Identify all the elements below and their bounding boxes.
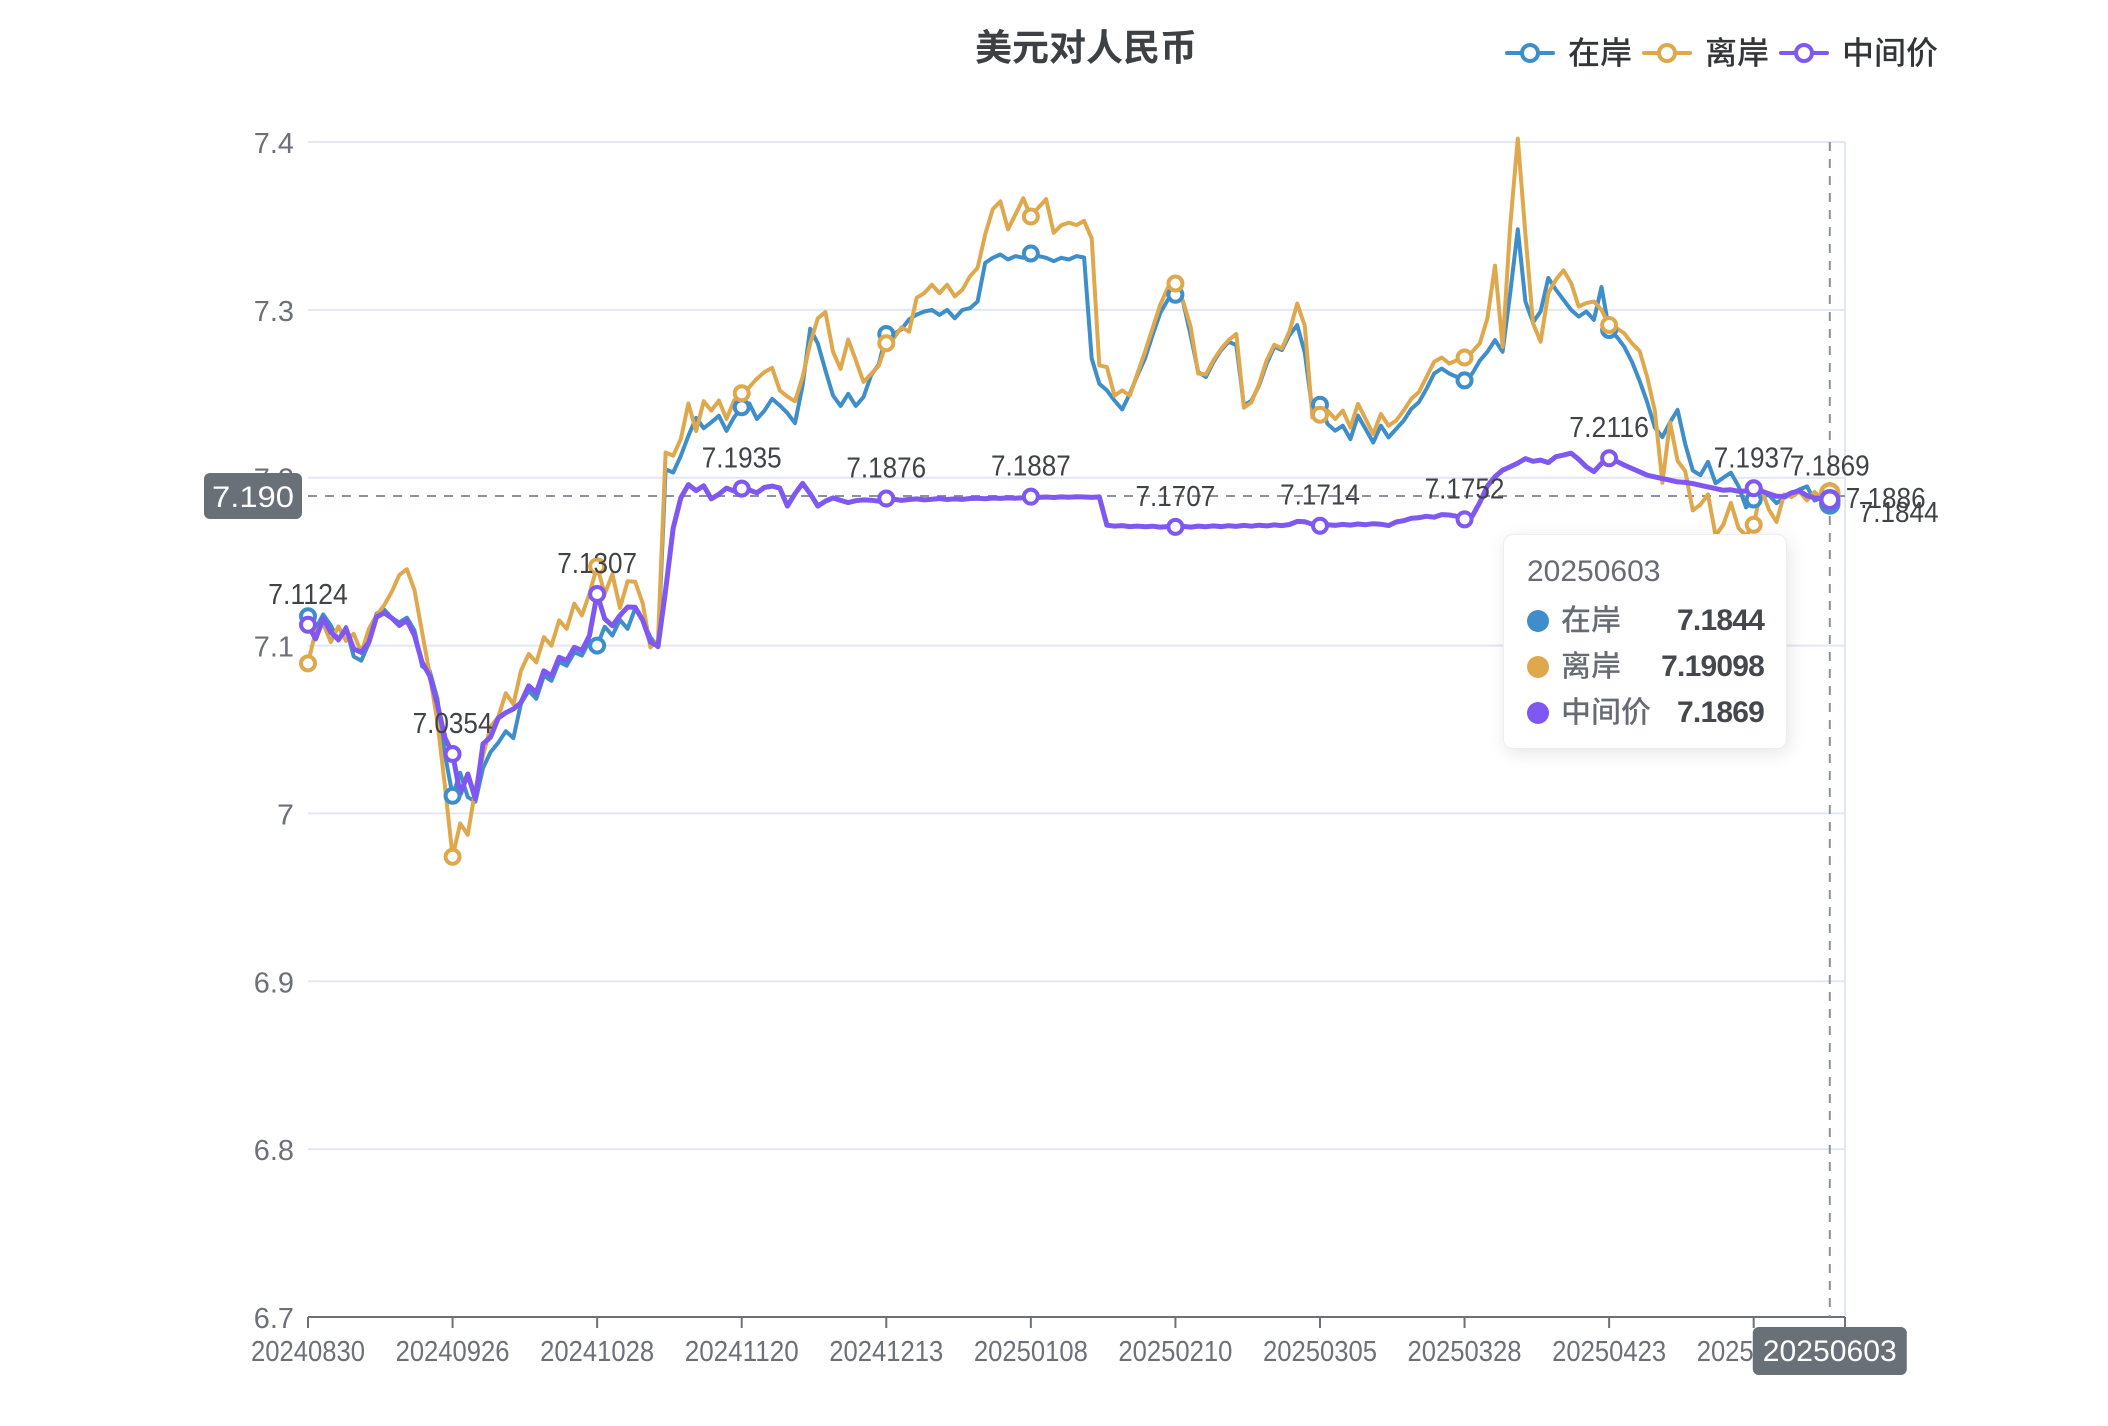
point-label: 7.1887: [991, 451, 1071, 483]
marker-1[interactable]: [732, 384, 751, 403]
marker-0[interactable]: [732, 398, 751, 417]
point-label: 7.1935: [702, 443, 782, 475]
legend-line-icon: [1505, 43, 1555, 63]
point-label: 7.1307: [557, 548, 637, 580]
legend-label: [1842, 36, 1938, 70]
series-line-0[interactable]: [306, 227, 1832, 804]
marker-1[interactable]: [1166, 274, 1185, 293]
marker-1[interactable]: [443, 847, 462, 866]
marker-2[interactable]: [732, 479, 751, 498]
legend-item-2[interactable]: [1779, 36, 1938, 70]
marker-0[interactable]: [588, 636, 607, 655]
point-label: 7.0354: [413, 708, 493, 740]
marker-1[interactable]: [588, 557, 607, 576]
marker-0[interactable]: [443, 786, 462, 805]
marker-2[interactable]: [1310, 516, 1329, 535]
marker-2[interactable]: [877, 489, 896, 508]
point-label: 7.1714: [1280, 480, 1360, 512]
marker-1[interactable]: [1021, 207, 1040, 226]
tooltip-series-value: 7.1869: [1677, 696, 1765, 729]
y-axis-label: 6.9: [254, 967, 294, 999]
svg-text:7.190: 7.190: [212, 481, 294, 514]
x-axis-label: 20241120: [685, 1336, 799, 1368]
tooltip-series-value: 7.1844: [1677, 604, 1765, 637]
x-axis-label: 20250423: [1552, 1336, 1666, 1368]
tooltip-rows: 7.1844 7.19098 7.1869: [1527, 598, 1765, 736]
tooltip-series-dot: [1527, 656, 1549, 678]
legend-line-icon: [1642, 43, 1692, 63]
svg-text:20250603: 20250603: [1763, 1335, 1897, 1368]
y-axis-label: 7.4: [254, 128, 294, 160]
x-axis-label: 20240830: [251, 1336, 365, 1368]
x-axis-label: 20241213: [829, 1336, 943, 1368]
point-label: 7.1124: [268, 579, 348, 611]
marker-1[interactable]: [877, 334, 896, 353]
y-axis-label: 7.1: [254, 632, 294, 664]
x-axis-label: 20250108: [974, 1336, 1088, 1368]
x-axis-pointer-badge: 20250603: [1752, 1327, 1907, 1375]
y-axis-label: 7.3: [254, 296, 294, 328]
legend-line-icon: [1779, 43, 1829, 63]
legend-item-0[interactable]: [1505, 36, 1632, 70]
plot-area[interactable]: 6.76.86.977.17.27.37.4202408302024092620…: [204, 128, 1939, 1375]
marker-2[interactable]: [588, 585, 607, 604]
marker-2[interactable]: [1021, 487, 1040, 506]
marker-0[interactable]: [1455, 371, 1474, 390]
marker-1[interactable]: [1310, 405, 1329, 424]
y-axis-label: 6.7: [254, 1303, 294, 1335]
x-axis-label: 20250305: [1263, 1336, 1377, 1368]
point-label: 7.1937: [1714, 442, 1794, 474]
series-line-2[interactable]: [305, 450, 1833, 802]
x-axis-label: 20241028: [540, 1336, 654, 1368]
x-axis-label: 20250210: [1118, 1336, 1232, 1368]
tooltip-row-2: 7.1869: [1527, 690, 1765, 736]
series-line-1[interactable]: [306, 136, 1832, 859]
tooltip-date: 20250603: [1527, 555, 1661, 588]
end-label: 7.1844: [1859, 497, 1939, 529]
marker-1[interactable]: [299, 654, 317, 673]
legend-label: [1705, 36, 1769, 70]
tooltip-series-name: [1561, 604, 1621, 638]
x-axis-label: 20240926: [396, 1336, 510, 1368]
end-label: 7.1886: [1846, 483, 1926, 515]
marker-2[interactable]: [443, 745, 462, 764]
tooltip-row-0: 7.1844: [1527, 598, 1765, 644]
point-label: 7.1707: [1136, 481, 1216, 513]
marker-0[interactable]: [1021, 244, 1040, 263]
marker-2[interactable]: [1166, 517, 1185, 536]
marker-2[interactable]: [1744, 479, 1763, 498]
marker-2[interactable]: [1819, 488, 1841, 511]
y-axis-label: 6.8: [254, 1135, 294, 1167]
legend-label: [1568, 36, 1632, 70]
tooltip-series-value: 7.19098: [1661, 650, 1765, 683]
marker-2[interactable]: [1600, 449, 1619, 468]
tooltip: 20250603 7.1844 7.19098 7.1869: [1503, 534, 1787, 749]
legend-item-1[interactable]: [1642, 36, 1769, 70]
point-label: 7.1752: [1425, 473, 1505, 505]
tooltip-series-name: [1561, 696, 1651, 730]
marker-2[interactable]: [1455, 510, 1474, 529]
tooltip-series-name: [1561, 650, 1621, 684]
point-label: 7.1869: [1790, 451, 1870, 483]
point-label: 7.1876: [846, 453, 926, 485]
marker-2[interactable]: [299, 615, 317, 634]
tooltip-row-1: 7.19098: [1527, 644, 1765, 690]
tooltip-series-dot: [1527, 702, 1549, 724]
y-axis-label: 7: [277, 799, 294, 831]
tooltip-series-dot: [1527, 610, 1549, 632]
marker-1[interactable]: [1600, 315, 1619, 334]
x-axis-label: 20250328: [1408, 1336, 1522, 1368]
point-label: 7.2116: [1569, 412, 1649, 444]
marker-1[interactable]: [1744, 515, 1763, 534]
y-axis-pointer-badge: 7.190: [204, 473, 302, 520]
marker-1[interactable]: [1455, 348, 1474, 367]
legend: [1505, 36, 1948, 70]
